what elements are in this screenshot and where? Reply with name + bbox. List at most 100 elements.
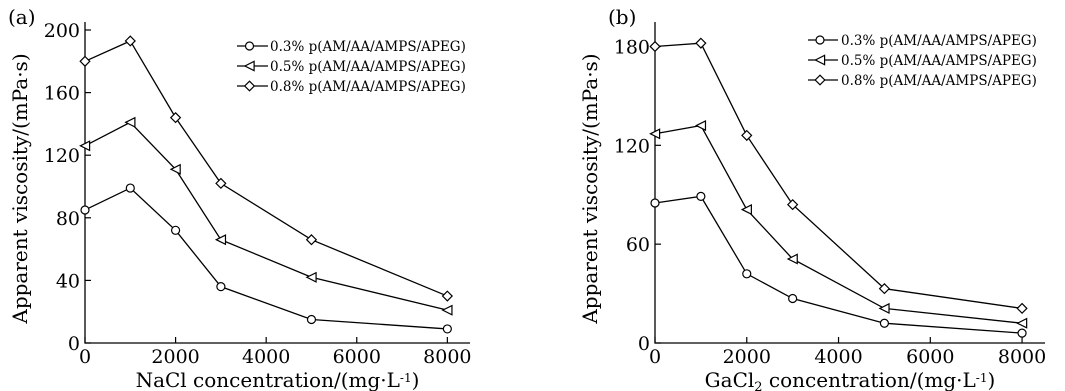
- y-tick-label: 120: [44, 145, 80, 167]
- legend-label: 0.3% p(AM/AA/AMPS/APEG): [841, 33, 1037, 49]
- legend-label: 0.3% p(AM/AA/AMPS/APEG): [270, 39, 466, 55]
- series-2: [79, 35, 454, 302]
- x-tick-label: 6000: [333, 346, 381, 368]
- legend-marker: [243, 80, 256, 92]
- y-tick-label: 120: [614, 135, 650, 157]
- data-point: [1016, 302, 1028, 315]
- data-point: [306, 314, 317, 325]
- y-tick-label: 0: [638, 333, 650, 355]
- series-0: [650, 191, 1027, 338]
- x-tick-label: 2000: [723, 346, 771, 368]
- series-line: [84, 187, 448, 330]
- x-tick-label: 4000: [242, 346, 290, 368]
- data-point: [742, 269, 752, 279]
- y-tick-label: 40: [56, 270, 80, 292]
- x-axis-label-main: NaCl concentration/(mg·L: [136, 368, 400, 391]
- data-point: [649, 40, 661, 53]
- data-point: [216, 282, 226, 292]
- data-point: [305, 271, 317, 283]
- legend-item: 0.3% p(AM/AA/AMPS/APEG): [808, 33, 1037, 49]
- legend-marker: [815, 35, 825, 45]
- legend-marker: [814, 74, 826, 86]
- data-point: [169, 111, 182, 124]
- legend-item: 0.5% p(AM/AA/AMPS/APEG): [808, 53, 1037, 69]
- legend-item: 0.8% p(AM/AA/AMPS/APEG): [237, 79, 466, 95]
- panel-label: (b): [608, 5, 636, 29]
- x-axis-label-sup: -1: [400, 371, 412, 385]
- series-1: [649, 119, 1028, 329]
- data-point: [79, 55, 91, 67]
- series-0: [80, 183, 452, 334]
- y-tick-label: 160: [44, 83, 80, 105]
- series-line: [654, 42, 1023, 310]
- data-point: [215, 177, 227, 190]
- y-tick-label: 180: [614, 36, 650, 58]
- x-axis-label-mid: concentration/(mg·L: [763, 368, 976, 391]
- legend-item: 0.3% p(AM/AA/AMPS/APEG): [237, 39, 466, 55]
- legend-marker: [244, 41, 255, 51]
- x-axis-label-sup: -1: [976, 371, 988, 385]
- legend-label: 0.8% p(AM/AA/AMPS/APEG): [270, 79, 466, 95]
- data-point: [124, 35, 136, 47]
- data-point: [124, 116, 136, 128]
- x-tick-label: 0: [649, 346, 661, 368]
- x-tick-label: 2000: [151, 346, 199, 368]
- data-point: [1016, 317, 1028, 329]
- series-2: [649, 37, 1028, 315]
- data-point: [441, 290, 454, 302]
- data-point: [786, 198, 799, 211]
- data-point: [170, 225, 181, 235]
- data-point: [786, 253, 798, 265]
- data-point: [694, 119, 707, 132]
- legend-label: 0.5% p(AM/AA/AMPS/APEG): [841, 53, 1037, 69]
- x-axis-label: GaCl2 concentration/(mg·L-1): [705, 368, 996, 391]
- x-tick-label: 8000: [423, 346, 471, 368]
- legend-marker: [243, 60, 255, 72]
- data-point: [125, 183, 135, 193]
- panel-label: (a): [8, 5, 36, 29]
- data-point: [878, 282, 891, 295]
- x-axis-label-tail: ): [412, 368, 420, 391]
- data-point: [80, 205, 90, 215]
- legend-label: 0.8% p(AM/AA/AMPS/APEG): [841, 73, 1037, 89]
- series-1: [79, 116, 453, 316]
- legend-label: 0.5% p(AM/AA/AMPS/APEG): [270, 59, 466, 75]
- y-tick-label: 200: [44, 20, 80, 42]
- series-line: [84, 121, 448, 311]
- data-point: [305, 234, 318, 246]
- data-point: [650, 198, 660, 208]
- data-point: [214, 234, 227, 246]
- legend-item: 0.5% p(AM/AA/AMPS/APEG): [237, 59, 466, 75]
- series-line: [84, 40, 448, 297]
- x-axis-label: NaCl concentration/(mg·L-1): [136, 368, 420, 391]
- data-point: [788, 293, 798, 304]
- y-tick-label: 0: [68, 333, 80, 355]
- data-point: [696, 191, 706, 201]
- y-axis-label: Apparent viscosity/(mPa·s): [8, 53, 32, 324]
- x-axis-label-sub: 2: [754, 380, 762, 391]
- data-point: [695, 37, 707, 49]
- x-axis-label-main: GaCl: [705, 368, 755, 391]
- data-point: [1017, 328, 1027, 338]
- x-tick-label: 4000: [814, 346, 862, 368]
- data-point: [879, 318, 890, 328]
- data-point: [79, 140, 91, 152]
- y-axis-label: Apparent viscosity/(mPa·s): [578, 53, 602, 324]
- data-point: [649, 128, 661, 140]
- series-line: [654, 124, 1023, 324]
- y-tick-label: 60: [626, 234, 650, 256]
- y-tick-label: 80: [56, 208, 80, 230]
- axes: [654, 22, 1045, 344]
- legend-marker: [814, 54, 826, 66]
- data-point: [442, 324, 452, 334]
- data-point: [878, 302, 890, 314]
- data-point: [169, 163, 181, 175]
- series-line: [654, 195, 1023, 334]
- data-point: [740, 203, 752, 216]
- x-axis-label-tail: ): [988, 368, 996, 391]
- data-point: [441, 304, 453, 316]
- data-point: [741, 129, 753, 142]
